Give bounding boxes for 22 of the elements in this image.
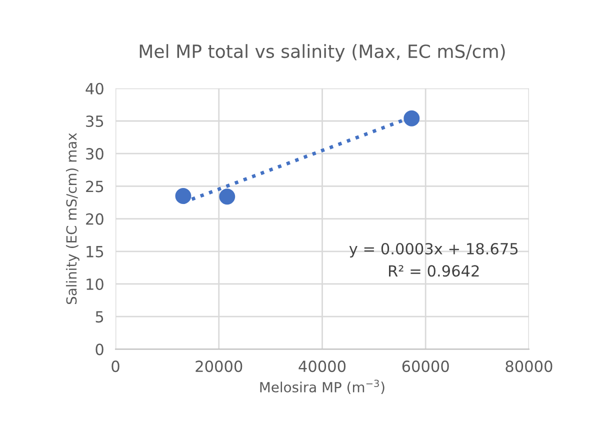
y-tick-label: 0 [96, 344, 104, 356]
y-tick-label: 30 [86, 148, 104, 160]
chart-title: Mel MP total vs salinity (Max, EC mS/cm) [140, 44, 505, 62]
y-axis-title: Salinity (EC mS/cm) max [66, 133, 80, 304]
annotation: R² = 0.9642 [389, 265, 479, 277]
y-tick-label: 15 [86, 246, 104, 258]
point [404, 110, 420, 126]
x-tick-label: 20000 [196, 360, 242, 372]
x-axis-title: Melosira MP (m$^{−3}$) [260, 380, 384, 394]
y-tick-label: 5 [96, 311, 104, 323]
x-tick-label: 40000 [298, 360, 346, 372]
x-tick-label: 0 [112, 360, 120, 372]
y-tick-label: 35 [86, 115, 104, 128]
point [175, 188, 192, 204]
x-tick-label: 80000 [506, 360, 552, 372]
x-tick-label: 60000 [402, 360, 449, 372]
y-tick-label: 10 [86, 278, 104, 290]
point [219, 188, 236, 205]
y-tick-label: 25 [86, 180, 104, 192]
y-tick-label: 20 [86, 213, 104, 225]
annotation: y = 0.0003x + 18.675 [349, 242, 518, 258]
y-tick-label: 40 [86, 82, 104, 94]
